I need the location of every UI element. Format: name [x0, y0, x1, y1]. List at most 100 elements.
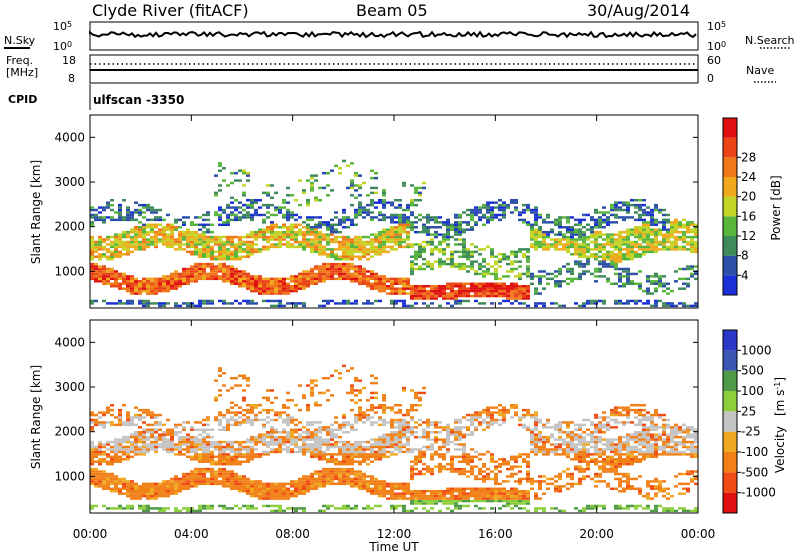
power-cell — [350, 267, 354, 271]
velocity-cell — [126, 438, 130, 441]
velocity-cell — [406, 435, 410, 439]
power-cell — [354, 245, 358, 249]
power-cell — [442, 223, 446, 227]
power-cell — [378, 289, 382, 293]
velocity-cell — [166, 431, 170, 434]
velocity-cell — [278, 416, 282, 419]
velocity-cell — [262, 438, 266, 441]
velocity-cell — [306, 480, 310, 483]
power-cell — [266, 235, 270, 239]
power-cell — [570, 216, 574, 219]
velocity-cell — [422, 445, 426, 449]
velocity-cell — [162, 489, 166, 493]
velocity-cell — [362, 445, 366, 449]
power-cell — [534, 235, 538, 239]
power-cell — [622, 203, 626, 207]
velocity-cell — [202, 435, 206, 439]
power-cell — [418, 292, 422, 295]
power-cell — [286, 245, 290, 249]
velocity-cell — [378, 440, 382, 444]
power-cell — [338, 265, 342, 268]
power-cell — [422, 257, 426, 261]
power-cell — [670, 226, 674, 229]
power-cell — [438, 243, 442, 246]
power-cell — [326, 235, 330, 239]
power-cell — [646, 238, 650, 241]
velocity-cell — [250, 403, 254, 407]
power-cell — [430, 294, 434, 298]
velocity-cell — [270, 431, 274, 434]
power-cell — [126, 282, 130, 285]
velocity-cell — [142, 494, 146, 498]
velocity-cell — [410, 492, 414, 495]
power-cell — [406, 233, 410, 236]
power-cell — [198, 238, 202, 241]
velocity-cell — [362, 450, 366, 454]
velocity-cell — [406, 428, 410, 432]
power-cell — [554, 302, 558, 305]
velocity-cell — [226, 472, 230, 476]
velocity-cell — [126, 492, 130, 495]
velocity-cell — [210, 504, 214, 508]
velocity-cell — [102, 477, 106, 481]
velocity-cell — [174, 423, 178, 427]
power-cell — [414, 243, 418, 246]
power-cell — [638, 282, 642, 285]
power-cell — [238, 302, 242, 305]
power-cell — [466, 208, 470, 212]
power-cell — [486, 211, 490, 214]
velocity-cell — [198, 475, 202, 478]
velocity-cell — [170, 443, 174, 446]
velocity-cell — [310, 431, 314, 434]
power-cell — [610, 253, 614, 256]
power-cell — [230, 253, 234, 256]
power-cell — [262, 218, 266, 222]
power-cell — [246, 213, 250, 217]
velocity-cell — [326, 399, 330, 402]
velocity-cell — [118, 423, 122, 427]
power-cell — [278, 240, 282, 244]
power-cell — [538, 243, 542, 246]
velocity-cell — [414, 403, 418, 407]
power-cell — [378, 238, 382, 241]
velocity-cell — [198, 438, 202, 441]
power-cell — [454, 302, 458, 305]
velocity-cell — [386, 445, 390, 449]
power-cell — [582, 226, 586, 229]
power-cell — [458, 299, 462, 303]
power-cell — [334, 216, 338, 219]
power-cell — [458, 230, 462, 234]
power-cell — [638, 206, 642, 209]
velocity-cell — [226, 411, 230, 414]
power-cell — [146, 223, 150, 227]
power-cell — [590, 228, 594, 231]
power-cell — [682, 248, 686, 251]
power-cell — [554, 245, 558, 249]
velocity-cell — [110, 482, 114, 486]
power-cell — [446, 230, 450, 234]
power-cell — [162, 302, 166, 305]
power-cell — [690, 223, 694, 227]
power-cell — [474, 272, 478, 276]
velocity-cell — [162, 485, 166, 488]
velocity-cell — [282, 487, 286, 490]
velocity-cell — [118, 504, 122, 508]
velocity-cell — [106, 448, 110, 451]
power-cell — [302, 287, 306, 290]
velocity-cell — [322, 453, 326, 456]
power-cell — [678, 287, 682, 290]
velocity-cell — [278, 445, 282, 449]
power-cell — [174, 226, 178, 229]
power-cell — [246, 302, 250, 305]
velocity-cell — [354, 413, 358, 417]
velocity-cell — [94, 480, 98, 483]
velocity-cell — [102, 485, 106, 488]
power-cell — [522, 289, 526, 293]
power-cell — [686, 282, 690, 285]
power-cell — [526, 250, 530, 254]
power-cell — [266, 299, 270, 303]
power-cell — [234, 253, 238, 256]
power-cell — [242, 275, 246, 278]
velocity-cell — [402, 485, 406, 488]
power-cell — [402, 218, 406, 222]
